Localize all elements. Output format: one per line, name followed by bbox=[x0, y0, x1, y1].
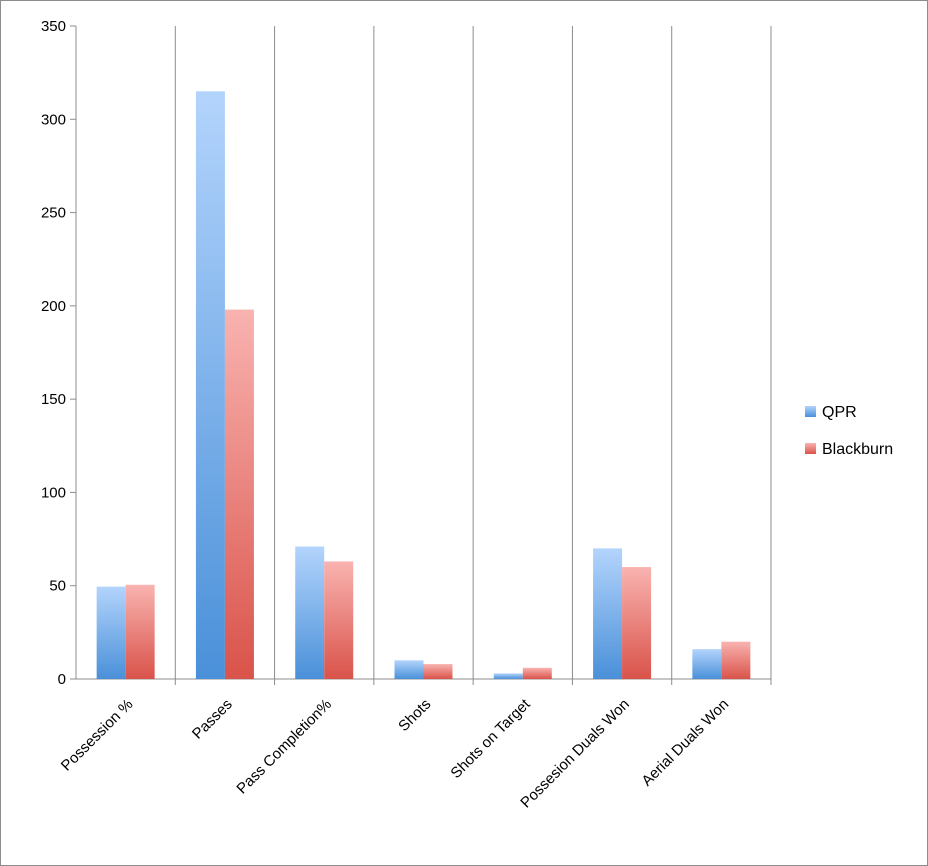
bar-qpr bbox=[195, 91, 225, 680]
y-tick-label: 0 bbox=[58, 671, 66, 688]
x-category-label: Passes bbox=[189, 696, 236, 743]
x-category-label: Possession % bbox=[58, 696, 137, 775]
y-tick-label: 200 bbox=[41, 298, 66, 315]
bar-blackburn bbox=[622, 567, 652, 679]
legend: QPR Blackburn bbox=[805, 404, 893, 458]
bar-qpr bbox=[493, 673, 523, 679]
bar-blackburn bbox=[224, 309, 254, 679]
bar-blackburn bbox=[125, 584, 155, 679]
bar-qpr bbox=[593, 548, 623, 679]
bar-blackburn bbox=[721, 641, 751, 679]
x-category-label: Pass Completion% bbox=[233, 696, 335, 798]
y-tick-label: 50 bbox=[49, 578, 66, 595]
bar-qpr bbox=[692, 649, 722, 679]
bar-blackburn bbox=[423, 664, 453, 679]
x-category-label: Shots bbox=[395, 696, 434, 735]
x-category-label: Shots on Target bbox=[447, 695, 534, 782]
bars bbox=[96, 91, 751, 680]
y-tick-label: 100 bbox=[41, 484, 66, 501]
bar-qpr bbox=[96, 586, 126, 679]
x-category-label: Possesion Duals Won bbox=[517, 696, 633, 812]
legend-label: QPR bbox=[822, 404, 857, 421]
y-tick-label: 300 bbox=[41, 111, 66, 128]
bar-qpr bbox=[394, 660, 424, 679]
y-tick-label: 350 bbox=[41, 18, 66, 35]
category-separators bbox=[174, 26, 772, 685]
y-axis-ticks: 0 50 100 150 200 250 300 350 bbox=[41, 18, 76, 688]
y-tick-label: 150 bbox=[41, 391, 66, 408]
legend-swatch bbox=[805, 443, 816, 454]
y-tick-label: 250 bbox=[41, 205, 66, 222]
legend-swatch bbox=[805, 406, 816, 417]
bar-blackburn bbox=[324, 561, 354, 679]
legend-label: Blackburn bbox=[822, 441, 893, 458]
bar-blackburn bbox=[522, 667, 552, 679]
x-category-label: Aerial Duals Won bbox=[638, 696, 732, 790]
bar-qpr bbox=[295, 546, 325, 679]
